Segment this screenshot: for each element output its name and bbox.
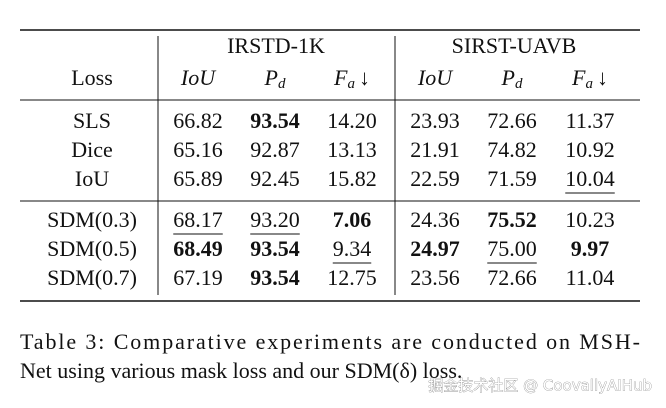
cell-value: 72.66 (487, 108, 537, 133)
row-label: IoU (75, 166, 109, 191)
group-header: IRSTD-1K (227, 33, 325, 58)
column-symbol: F (333, 65, 348, 90)
column-header: IoU (417, 65, 454, 90)
cell-value: 75.00 (487, 236, 537, 261)
column-subscript: a (585, 76, 593, 92)
cell-value: 92.45 (250, 166, 300, 191)
cell-value: 93.20 (250, 207, 300, 232)
cell-value: 66.82 (173, 108, 223, 133)
cell-value: 11.04 (566, 265, 615, 290)
column-suffix: ↓ (359, 65, 370, 90)
cell-value: 14.20 (327, 108, 377, 133)
row-label: Dice (71, 137, 113, 162)
column-symbol: P (501, 65, 515, 90)
cell-value: 71.59 (487, 166, 537, 191)
cell-value: 15.82 (327, 166, 377, 191)
row-label: SDM(0.3) (47, 207, 137, 232)
cell-value: 23.56 (410, 265, 460, 290)
cell-value: 93.54 (250, 108, 300, 133)
column-suffix: ↓ (597, 65, 608, 90)
column-header: Pd (501, 65, 523, 92)
cell-value: 10.92 (565, 137, 615, 162)
column-subscript: d (278, 76, 286, 92)
row-label: SLS (73, 108, 111, 133)
row-label: SDM(0.5) (47, 236, 137, 261)
cell-value: 10.23 (565, 207, 615, 232)
cell-value: 13.13 (327, 137, 377, 162)
row-label: SDM(0.7) (47, 265, 137, 290)
row-header: Loss (71, 65, 113, 90)
cell-value: 93.54 (250, 265, 300, 290)
cell-value: 22.59 (410, 166, 460, 191)
column-header: Pd (264, 65, 286, 92)
column-symbol: P (264, 65, 278, 90)
column-subscript: a (347, 76, 355, 92)
cell-value: 12.75 (327, 265, 377, 290)
cell-value: 65.89 (173, 166, 223, 191)
cell-value: 68.17 (173, 207, 223, 232)
cell-value: 7.06 (333, 207, 372, 232)
column-header: IoU (180, 65, 217, 90)
cell-value: 75.52 (487, 207, 537, 232)
cell-value: 93.54 (250, 236, 300, 261)
column-header: Fa ↓ (571, 65, 608, 92)
cell-value: 67.19 (173, 265, 223, 290)
caption-line: Net using various mask loss and our SDM(… (20, 358, 462, 383)
column-symbol: IoU (180, 65, 217, 90)
column-symbol: F (571, 65, 586, 90)
cell-value: 9.34 (333, 236, 372, 261)
cell-value: 74.82 (487, 137, 537, 162)
cell-value: 21.91 (410, 137, 460, 162)
watermark: 掘金技术社区 @ CoovallyAIHub (428, 377, 652, 395)
group-header: SIRST-UAVB (452, 33, 577, 58)
column-subscript: d (515, 76, 523, 92)
cell-value: 10.04 (565, 166, 615, 191)
column-header: Fa ↓ (333, 65, 370, 92)
cell-value: 11.37 (566, 108, 615, 133)
cell-value: 24.97 (410, 236, 460, 261)
caption-line: Table 3: Comparative experiments are con… (20, 329, 640, 354)
column-symbol: IoU (417, 65, 454, 90)
cell-value: 24.36 (410, 207, 460, 232)
cell-value: 92.87 (250, 137, 300, 162)
cell-value: 65.16 (173, 137, 223, 162)
cell-value: 23.93 (410, 108, 460, 133)
cell-value: 72.66 (487, 265, 537, 290)
cell-value: 68.49 (173, 236, 223, 261)
cell-value: 9.97 (571, 236, 610, 261)
